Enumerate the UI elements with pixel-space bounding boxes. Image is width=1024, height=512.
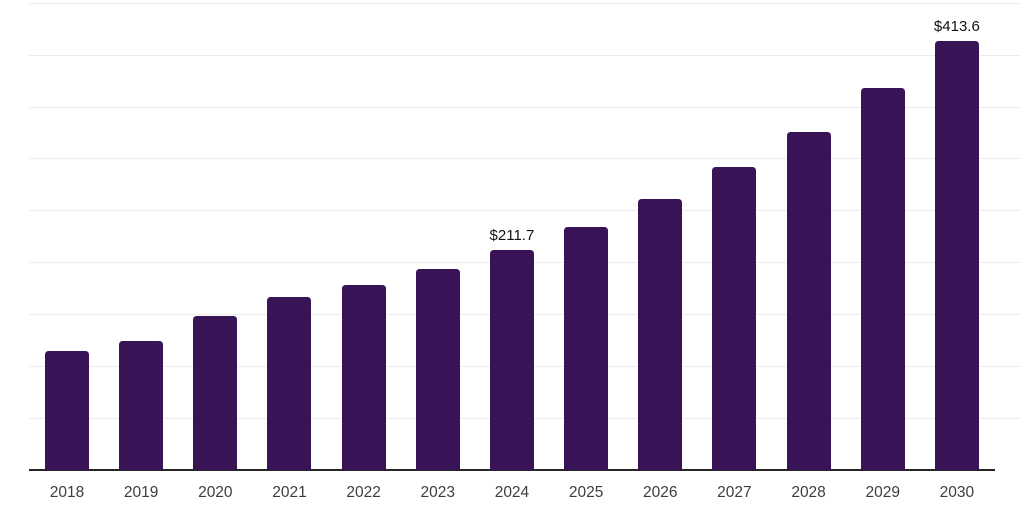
- bar: [712, 166, 757, 470]
- bar-column: 2022: [341, 0, 386, 501]
- gridline: [29, 2, 1020, 4]
- bar-column: 2029: [860, 0, 905, 501]
- bar: [119, 341, 164, 470]
- bar-column: $211.7 2024: [489, 0, 535, 501]
- x-tick-label: 2030: [939, 484, 975, 501]
- bar: [267, 296, 312, 470]
- x-tick-label: 2026: [643, 484, 678, 501]
- x-tick-label: 2029: [865, 484, 900, 501]
- bar: [786, 131, 831, 470]
- bar-column: 2021: [267, 0, 312, 501]
- x-tick-label: 2022: [346, 484, 381, 501]
- bar: [638, 199, 683, 470]
- bar-column: 2023: [415, 0, 460, 501]
- x-tick-label: 2021: [272, 484, 307, 501]
- bar-column: 2026: [638, 0, 683, 501]
- bar-column: 2027: [712, 0, 757, 501]
- bar: [341, 284, 386, 470]
- bar-column: $413.6 2030: [933, 0, 980, 502]
- bar: [415, 268, 460, 470]
- bar: [45, 351, 89, 470]
- bar-value-label: $413.6: [933, 17, 980, 35]
- x-tick-label: 2018: [49, 484, 85, 501]
- bar-value-label: $211.7: [489, 227, 535, 245]
- bar-column: 2020: [193, 0, 238, 501]
- gridline: [29, 54, 1020, 56]
- x-axis-line: [29, 469, 995, 471]
- bar: [193, 316, 238, 470]
- x-tick-label: 2027: [717, 484, 752, 501]
- x-tick-label: 2020: [198, 484, 233, 501]
- bar-column: 2028: [786, 0, 831, 501]
- x-tick-label: 2025: [568, 484, 604, 501]
- x-tick-label: 2019: [123, 484, 159, 501]
- plot-area: 2018 2019 2020 2021 2022 2023 $211.7 2024 2025 20…: [29, 0, 1020, 502]
- gridline: [29, 210, 1020, 212]
- bar: [860, 88, 905, 470]
- gridline: [29, 158, 1020, 160]
- bar: [934, 40, 979, 470]
- bar-column: 2018: [45, 0, 89, 501]
- bar-column: 2025: [564, 0, 609, 501]
- x-tick-label: 2028: [791, 484, 826, 501]
- bar-column: 2019: [119, 0, 164, 501]
- gridline: [29, 106, 1020, 108]
- x-tick-label: 2023: [420, 484, 456, 501]
- x-tick-label: 2024: [494, 484, 530, 501]
- bar: [489, 250, 534, 470]
- bars-row: 2018 2019 2020 2021 2022 2023 $211.7 2024 2025 20…: [45, 0, 980, 502]
- bar: [564, 227, 609, 470]
